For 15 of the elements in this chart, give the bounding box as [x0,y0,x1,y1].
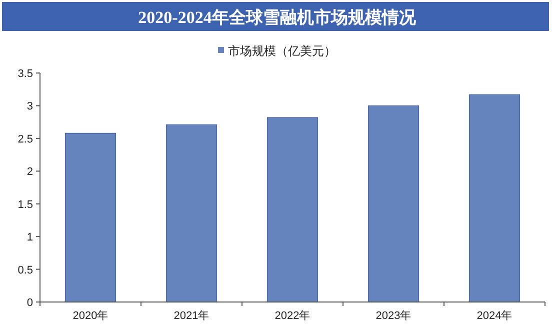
y-tick-label: 1 [26,232,33,244]
x-tick-label: 2023年 [376,310,412,322]
y-tick-label: 0.5 [18,264,33,276]
y-tick-label: 3.5 [18,68,33,80]
y-tick-label: 0 [26,297,33,309]
x-tick-label: 2024年 [476,310,512,322]
legend: 市场规模（亿美元） [218,44,336,58]
y-tick-label: 2.5 [18,133,33,146]
y-tick-label: 2 [26,166,33,178]
y-tick-label: 1.5 [18,198,33,211]
title: 2020-2024年全球雪融机市场规模情况 [138,8,416,27]
x-tick-label: 2021年 [174,310,210,322]
x-tick-label: 2020年 [72,310,108,322]
x-tick-label: 2022年 [274,310,310,322]
y-tick-label: 3 [26,100,33,113]
